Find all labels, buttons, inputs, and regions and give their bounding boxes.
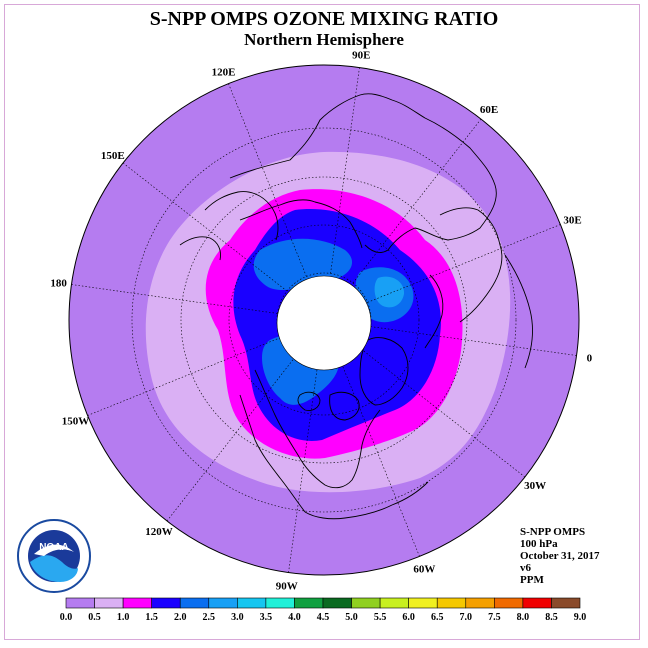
longitude-label: 60E [480, 104, 498, 116]
colorbar-swatch [465, 597, 495, 609]
colorbar-tick-label: 6.0 [402, 612, 415, 623]
colorbar-tick-label: 8.5 [545, 612, 558, 623]
logo-text: NOAA [39, 542, 68, 553]
latitude-circles [131, 127, 517, 513]
longitude-label: 120W [145, 526, 173, 538]
colorbar-swatch [379, 597, 409, 609]
colorbar-tick-label: 3.5 [260, 612, 273, 623]
longitude-label: 90W [276, 580, 298, 592]
longitude-label: 30E [563, 215, 581, 227]
info-date: October 31, 2017 [520, 550, 600, 562]
ozone-band-2.5 [374, 276, 405, 308]
longitude-label: 90E [352, 50, 370, 62]
polar-no-data-area [276, 275, 372, 371]
colorbar-tick-label: 4.5 [317, 612, 330, 623]
colorbar-swatch [237, 597, 267, 609]
colorbar-tick-label: 9.0 [574, 612, 587, 623]
colorbar-tick-label: 8.0 [517, 612, 530, 623]
page-subtitle: Northern Hemisphere [244, 30, 404, 49]
longitude-label: 60W [413, 563, 435, 575]
colorbar-swatch [408, 597, 438, 609]
colorbar-tick-label: 5.0 [345, 612, 358, 623]
colorbar-tick-label: 0.5 [88, 612, 101, 623]
colorbar-swatch [322, 597, 352, 609]
longitude-label: 0 [587, 352, 593, 364]
coastlines [179, 93, 533, 520]
colorbar-swatch [179, 597, 210, 609]
colorbar-swatch [151, 597, 181, 609]
colorbar-swatch [208, 597, 238, 609]
colorbar-swatch [265, 597, 295, 609]
colorbar-tick-label: 7.5 [488, 612, 501, 623]
longitude-label: 30W [524, 480, 546, 492]
longitude-label: 150W [62, 415, 90, 427]
longitude-label: 150E [101, 150, 125, 162]
colorbar-tick-label: 1.0 [117, 612, 130, 623]
colorbar-swatch [122, 597, 152, 609]
info-block: S-NPP OMPS 100 hPa October 31, 2017 v6 P… [520, 526, 600, 586]
colorbar-tick-label: 6.5 [431, 612, 444, 623]
longitude-label: 120E [212, 67, 236, 79]
colorbar-swatch [65, 597, 95, 609]
longitude-labels: 90E 60E 30E 0 30W 60W 90W 120W 150W 180 150E 120E [50, 50, 592, 593]
longitude-label: 180 [50, 278, 67, 290]
colorbar-swatch [351, 597, 381, 609]
colorbar-tick-label: 5.5 [374, 612, 387, 623]
colorbar-swatch [494, 597, 524, 609]
colorbar-tick-label: 3.0 [231, 612, 244, 623]
colorbar-swatch [294, 597, 324, 609]
colorbar-tick-label: 2.5 [203, 612, 216, 623]
info-version: v6 [520, 562, 531, 574]
colorbar-swatch [94, 597, 124, 609]
colorbar-tick-label: 1.5 [145, 612, 158, 623]
page-title: S-NPP OMPS OZONE MIXING RATIO [149, 8, 499, 30]
info-units: PPM [520, 574, 544, 586]
plot-frame [4, 4, 640, 640]
colorbar-swatch [551, 597, 581, 609]
info-instrument: S-NPP OMPS [520, 526, 586, 538]
colorbar-tick-label: 2.0 [174, 612, 187, 623]
colorbar-swatch [522, 597, 552, 609]
colorbar-tick-label: 4.0 [288, 612, 301, 623]
colorbar-swatch [436, 597, 467, 609]
colorbar-tick-label: 7.0 [460, 612, 473, 623]
colorbar-tick-label: 0.0 [60, 612, 73, 623]
noaa-logo: NOAA [17, 519, 91, 593]
info-level: 100 hPa [520, 538, 558, 550]
